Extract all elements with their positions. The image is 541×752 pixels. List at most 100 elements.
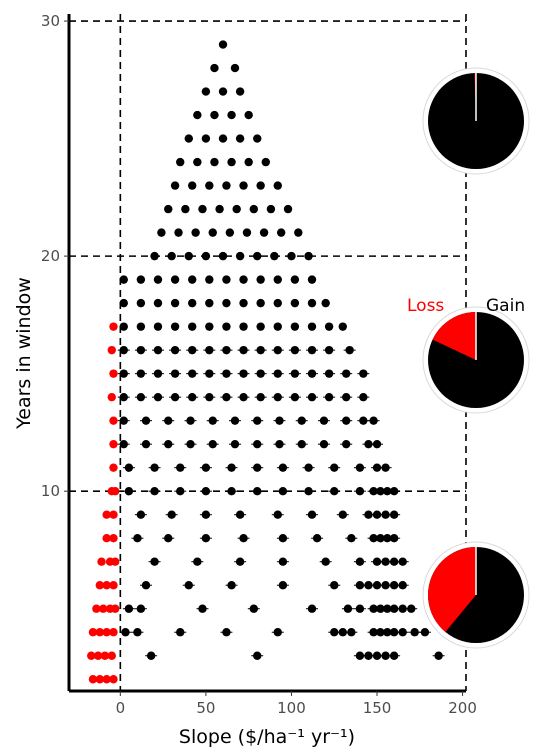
gain-point: [270, 251, 279, 261]
gain-point: [253, 416, 262, 425]
pie-legend-loss: Loss: [407, 296, 444, 316]
gain-point: [290, 345, 300, 355]
loss-point: [88, 628, 98, 637]
loss-point: [109, 628, 118, 637]
gain-point: [398, 628, 407, 637]
gain-point: [389, 510, 399, 519]
gain-point: [205, 298, 214, 308]
gain-point: [176, 463, 185, 472]
loss-point: [109, 675, 118, 684]
gain-point: [307, 510, 317, 519]
gain-point: [290, 322, 300, 331]
gain-point: [273, 392, 282, 402]
gain-point: [164, 416, 173, 425]
loss-point: [87, 651, 96, 660]
gain-point: [364, 651, 373, 660]
gain-point: [170, 392, 180, 402]
pie-10-20: [422, 306, 530, 414]
gain-point: [136, 510, 146, 519]
gain-point: [164, 204, 173, 214]
gain-point: [290, 298, 300, 308]
loss-point: [92, 604, 101, 613]
gain-point: [210, 157, 219, 167]
gain-point: [119, 345, 128, 355]
gain-point: [347, 534, 356, 543]
gain-point: [381, 581, 390, 590]
gain-point: [330, 486, 339, 496]
gain-point: [201, 87, 211, 96]
gain-point: [290, 392, 300, 402]
gain-point: [210, 110, 219, 120]
loss-point: [102, 581, 111, 590]
gain-point: [273, 345, 282, 355]
gain-point: [119, 392, 128, 402]
gain-point: [347, 628, 356, 637]
gain-point: [256, 298, 265, 308]
gain-point: [275, 416, 284, 425]
gain-point: [369, 534, 378, 543]
gain-point: [253, 651, 262, 660]
loss-point: [109, 534, 118, 543]
gain-point: [287, 251, 296, 261]
gain-point: [146, 651, 156, 660]
gain-point: [307, 369, 317, 378]
gain-point: [191, 228, 200, 237]
gain-point: [150, 463, 159, 472]
gain-point: [273, 298, 282, 308]
gain-point: [227, 157, 236, 167]
gain-point: [273, 510, 282, 519]
loss-point: [102, 510, 111, 519]
gain-point: [239, 345, 248, 355]
loss-point: [95, 581, 105, 590]
gain-point: [193, 157, 202, 167]
gain-point: [208, 228, 217, 237]
gain-point: [321, 298, 330, 308]
gain-point: [276, 228, 286, 237]
gain-point: [273, 322, 282, 331]
gain-point: [376, 604, 385, 613]
gain-point: [201, 251, 211, 261]
loss-point: [109, 581, 118, 590]
gain-point: [201, 463, 211, 472]
gain-point: [307, 345, 317, 355]
gain-point: [201, 534, 211, 543]
gain-point: [239, 181, 248, 190]
gain-point: [345, 345, 354, 355]
loss-point: [111, 557, 120, 566]
gain-point: [307, 604, 317, 613]
gain-point: [141, 439, 151, 449]
loss-point: [107, 392, 116, 402]
gain-point: [297, 439, 306, 449]
gain-point: [170, 275, 180, 284]
loss-point: [88, 675, 98, 684]
gain-point: [188, 322, 197, 331]
gain-point: [218, 87, 228, 96]
gain-point: [342, 369, 351, 378]
gain-point: [136, 298, 146, 308]
gain-point: [150, 486, 159, 496]
gain-point: [376, 486, 385, 496]
gain-point: [167, 510, 176, 519]
ticks: 0 50 100 150 200 10 20 30: [41, 12, 477, 717]
gain-point: [235, 134, 245, 143]
gain-point: [244, 110, 253, 120]
gain-point: [256, 275, 265, 284]
gain-point: [239, 534, 248, 543]
gain-point: [170, 345, 180, 355]
gain-point: [324, 369, 334, 378]
gain-point: [205, 181, 214, 190]
gain-point: [153, 345, 163, 355]
gain-point: [369, 416, 378, 425]
gain-point: [119, 439, 128, 449]
gain-point: [307, 275, 317, 284]
gain-point: [319, 416, 329, 425]
gain-point: [256, 181, 265, 190]
loss-point: [99, 604, 108, 613]
gain-point: [389, 557, 399, 566]
gain-point: [239, 369, 248, 378]
gain-point: [261, 157, 270, 167]
gain-point: [383, 604, 392, 613]
gain-point: [239, 322, 248, 331]
gain-point: [136, 369, 146, 378]
gain-point: [273, 275, 282, 284]
